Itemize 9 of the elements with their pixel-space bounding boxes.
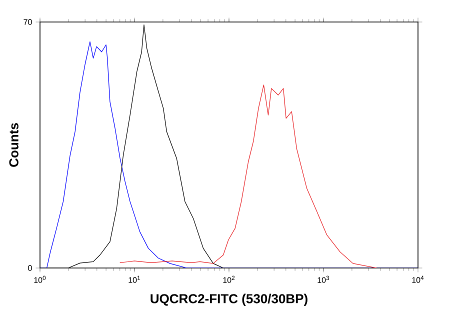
y-tick-label: 0 — [28, 265, 32, 271]
y-axis-title: Counts — [9, 123, 18, 167]
x-tick-label: 10$^{3}$ — [318, 276, 330, 283]
x-tick-label: 10$^{0}$ — [34, 276, 46, 283]
x-axis-title: UQCRC2-FITC (530/30BP) — [150, 294, 308, 306]
x-tick-label: 10$^{4}$ — [412, 276, 424, 283]
y-tick-label: 70 — [24, 19, 32, 25]
x-tick-label: 10$^{1}$ — [128, 276, 140, 283]
x-tick-label: 10$^{2}$ — [223, 276, 235, 283]
